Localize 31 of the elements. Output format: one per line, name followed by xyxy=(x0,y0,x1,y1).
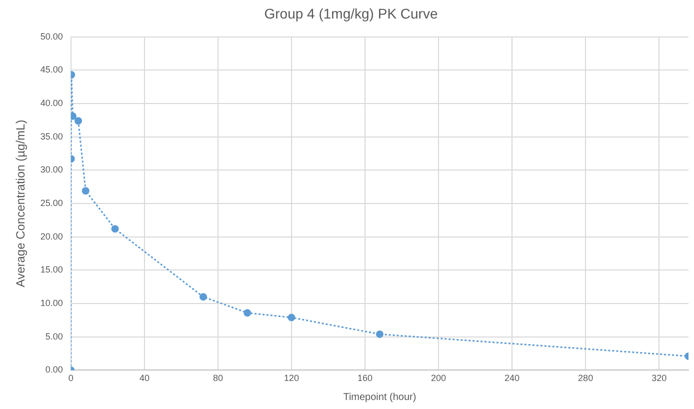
x-axis-title: Timepoint (hour) xyxy=(343,392,416,403)
x-tick-label: 40 xyxy=(139,373,150,384)
point xyxy=(74,117,82,125)
x-tick-label: 0 xyxy=(68,373,74,384)
y-tick-label: 15.00 xyxy=(40,264,63,275)
point xyxy=(111,225,119,233)
x-tick-label: 240 xyxy=(504,373,520,384)
x-tick-label: 160 xyxy=(357,373,373,384)
x-tick-label: 320 xyxy=(652,373,667,384)
point xyxy=(244,309,252,317)
y-tick-label: 20.00 xyxy=(40,231,63,242)
y-tick-label: 35.00 xyxy=(40,131,63,142)
x-tick-label: 200 xyxy=(431,373,446,384)
point xyxy=(200,293,208,301)
y-axis-title: Average Concentration (µg/mL) xyxy=(14,120,28,288)
point xyxy=(70,112,77,120)
y-tick-label: 25.00 xyxy=(40,198,63,208)
y-tick-label: 45.00 xyxy=(40,64,63,75)
y-tick-label: 5.00 xyxy=(45,331,63,342)
x-tick-label: 80 xyxy=(212,373,223,384)
x-tick-label: 280 xyxy=(578,373,594,384)
y-tick-label: 40.00 xyxy=(40,98,63,108)
chart-title: Group 4 (1mg/kg) PK Curve xyxy=(264,5,438,22)
point xyxy=(82,187,90,195)
point xyxy=(288,314,296,322)
y-tick-label: 0.00 xyxy=(45,364,63,375)
point xyxy=(376,330,384,338)
y-tick-label: 50.00 xyxy=(40,31,63,42)
x-tick-label: 120 xyxy=(284,373,299,384)
y-tick-label: 30.00 xyxy=(40,164,63,175)
y-tick-label: 10.00 xyxy=(40,298,63,308)
